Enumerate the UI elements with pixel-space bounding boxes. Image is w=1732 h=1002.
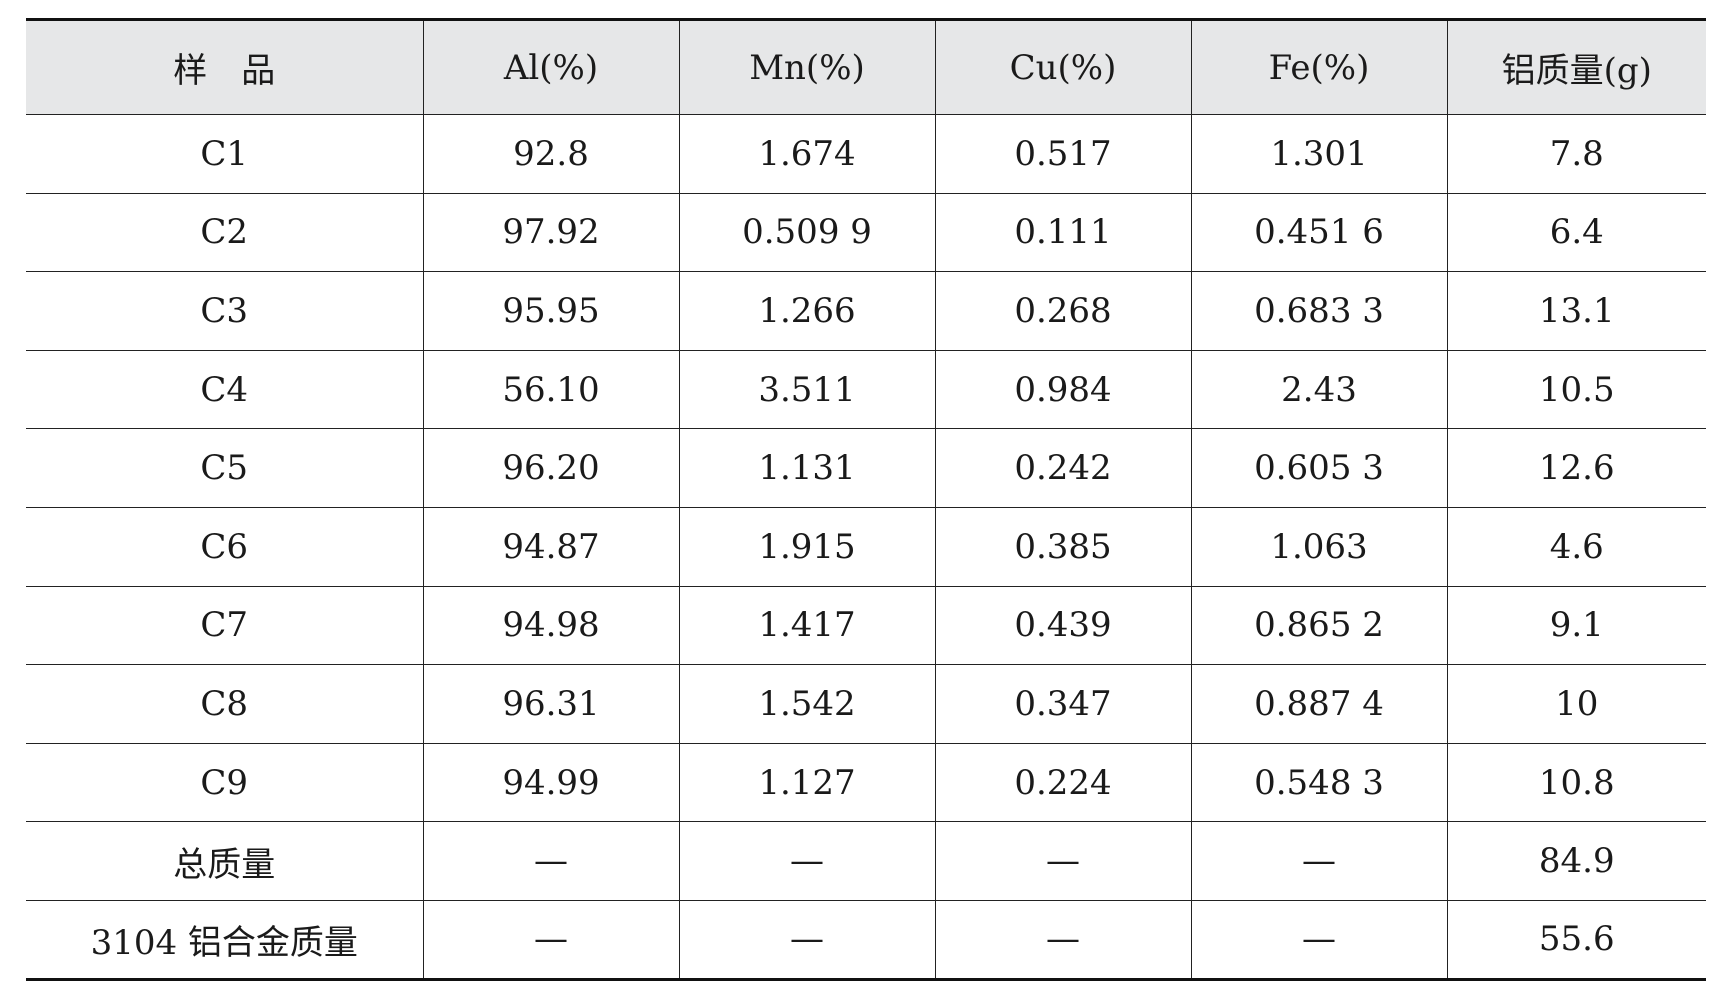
cell-cu: 0.517 [934, 114, 1191, 194]
table-row: C6 94.87 1.915 0.385 1.063 4.6 [26, 507, 1706, 587]
cell-al-mass: 10.5 [1446, 350, 1706, 430]
cell-al: 94.99 [422, 743, 679, 823]
cell-mn: — [678, 821, 935, 901]
composition-table-container: 样 品 Al(%) Mn(%) Cu(%) Fe(%) 铝质量(g) C1 92.8 1.67… [26, 18, 1706, 981]
cell-al-mass: 10 [1446, 664, 1706, 744]
table-row: C2 97.92 0.509 9 0.111 0.451 6 6.4 [26, 193, 1706, 273]
cell-sample: C8 [26, 664, 423, 744]
table-row: C7 94.98 1.417 0.439 0.865 2 9.1 [26, 586, 1706, 666]
cell-mn: 1.266 [678, 271, 935, 351]
header-fe: Fe(%) [1190, 18, 1447, 115]
header-sample: 样 品 [26, 18, 423, 115]
cell-al: 94.98 [422, 586, 679, 666]
table-body: C1 92.8 1.674 0.517 1.301 7.8 C2 97.92 0.509 9 0.… [26, 114, 1706, 981]
table-row: C3 95.95 1.266 0.268 0.683 3 13.1 [26, 271, 1706, 351]
cell-al-mass: 7.8 [1446, 114, 1706, 194]
header-cu: Cu(%) [934, 18, 1191, 115]
cell-al-mass: 55.6 [1446, 900, 1706, 981]
cell-cu: 0.385 [934, 507, 1191, 587]
table-row: C1 92.8 1.674 0.517 1.301 7.8 [26, 114, 1706, 194]
cell-fe: 0.683 3 [1190, 271, 1447, 351]
table-row: C8 96.31 1.542 0.347 0.887 4 10 [26, 664, 1706, 744]
header-mn: Mn(%) [678, 18, 935, 115]
cell-mn: 1.542 [678, 664, 935, 744]
cell-mn: 1.674 [678, 114, 935, 194]
cell-mn: — [678, 900, 935, 981]
cell-mn: 1.915 [678, 507, 935, 587]
cell-fe: 1.301 [1190, 114, 1447, 194]
table-row: C4 56.10 3.511 0.984 2.43 10.5 [26, 350, 1706, 430]
cell-fe: 0.887 4 [1190, 664, 1447, 744]
cell-mn: 0.509 9 [678, 193, 935, 273]
cell-sample: 3104 铝合金质量 [26, 900, 423, 981]
cell-al: — [422, 900, 679, 981]
cell-sample: C6 [26, 507, 423, 587]
cell-al: 96.20 [422, 428, 679, 508]
cell-sample: C9 [26, 743, 423, 823]
cell-mn: 1.131 [678, 428, 935, 508]
table-header: 样 品 Al(%) Mn(%) Cu(%) Fe(%) 铝质量(g) [26, 18, 1706, 115]
cell-al-mass: 84.9 [1446, 821, 1706, 901]
table-row: C5 96.20 1.131 0.242 0.605 3 12.6 [26, 428, 1706, 508]
cell-sample: C2 [26, 193, 423, 273]
cell-al: — [422, 821, 679, 901]
cell-cu: 0.439 [934, 586, 1191, 666]
cell-cu: 0.111 [934, 193, 1191, 273]
cell-sample: C3 [26, 271, 423, 351]
cell-sample: C1 [26, 114, 423, 194]
cell-cu: 0.224 [934, 743, 1191, 823]
cell-al: 92.8 [422, 114, 679, 194]
composition-table: 样 品 Al(%) Mn(%) Cu(%) Fe(%) 铝质量(g) C1 92.8 1.67… [26, 18, 1706, 981]
cell-fe: 0.451 6 [1190, 193, 1447, 273]
cell-cu: 0.242 [934, 428, 1191, 508]
cell-sample: 总质量 [26, 821, 423, 901]
cell-fe: 0.865 2 [1190, 586, 1447, 666]
cell-al: 96.31 [422, 664, 679, 744]
cell-al-mass: 6.4 [1446, 193, 1706, 273]
cell-al: 56.10 [422, 350, 679, 430]
cell-fe: — [1190, 900, 1447, 981]
cell-fe: 2.43 [1190, 350, 1447, 430]
cell-cu: 0.984 [934, 350, 1191, 430]
cell-al-mass: 4.6 [1446, 507, 1706, 587]
cell-sample: C7 [26, 586, 423, 666]
cell-cu: — [934, 821, 1191, 901]
header-al-mass: 铝质量(g) [1446, 18, 1706, 115]
table-row: C9 94.99 1.127 0.224 0.548 3 10.8 [26, 743, 1706, 823]
header-al: Al(%) [422, 18, 679, 115]
cell-al-mass: 10.8 [1446, 743, 1706, 823]
cell-mn: 1.417 [678, 586, 935, 666]
cell-al: 97.92 [422, 193, 679, 273]
cell-fe: 1.063 [1190, 507, 1447, 587]
table-row: 总质量 — — — —84.9 [26, 821, 1706, 901]
cell-cu: 0.268 [934, 271, 1191, 351]
cell-al: 95.95 [422, 271, 679, 351]
cell-fe: — [1190, 821, 1447, 901]
cell-al-mass: 13.1 [1446, 271, 1706, 351]
cell-cu: — [934, 900, 1191, 981]
table-row: 3104 铝合金质量 — — — —55.6 [26, 900, 1706, 981]
cell-sample: C4 [26, 350, 423, 430]
cell-sample: C5 [26, 428, 423, 508]
cell-mn: 1.127 [678, 743, 935, 823]
cell-fe: 0.605 3 [1190, 428, 1447, 508]
header-row: 样 品 Al(%) Mn(%) Cu(%) Fe(%) 铝质量(g) [26, 18, 1706, 115]
cell-cu: 0.347 [934, 664, 1191, 744]
cell-mn: 3.511 [678, 350, 935, 430]
cell-al-mass: 9.1 [1446, 586, 1706, 666]
cell-al: 94.87 [422, 507, 679, 587]
cell-fe: 0.548 3 [1190, 743, 1447, 823]
cell-al-mass: 12.6 [1446, 428, 1706, 508]
